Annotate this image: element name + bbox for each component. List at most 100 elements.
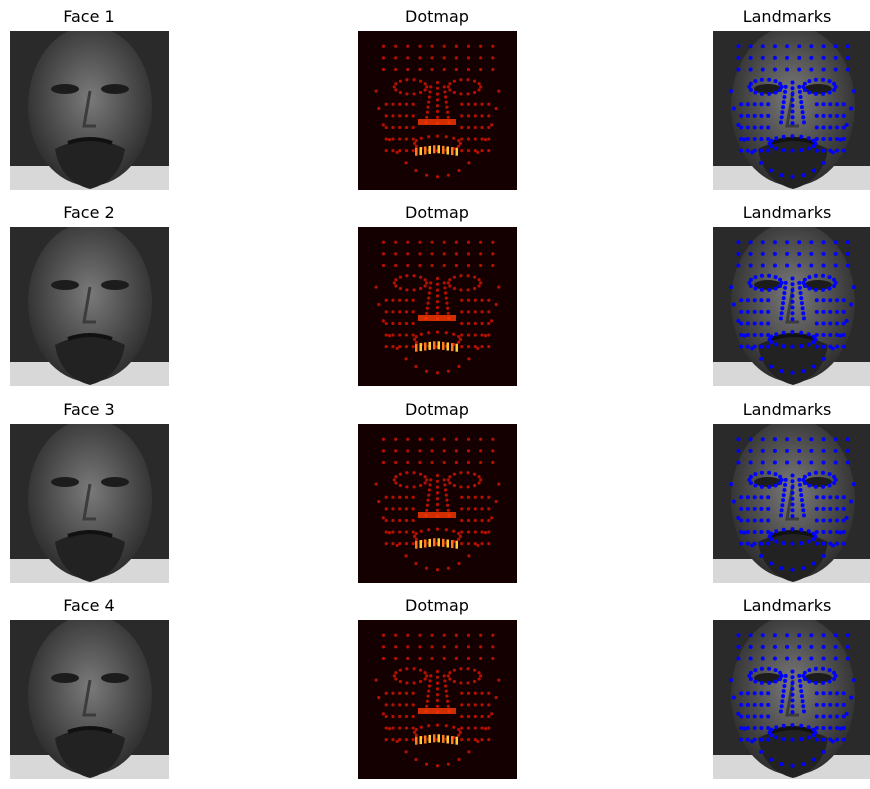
dotmap-dot: [460, 310, 464, 314]
dotmap-dot: [391, 345, 395, 349]
dotmap-dot: [405, 288, 409, 292]
landmark-dot: [745, 102, 750, 107]
dotmap-dot: [411, 518, 415, 523]
landmark-dot: [780, 699, 785, 704]
dotmap-dot: [412, 141, 417, 145]
dotmap-dot: [414, 139, 418, 143]
dotmap-dot: [490, 516, 494, 520]
landmark-dot: [790, 121, 795, 126]
dotmap-dot: [430, 56, 434, 60]
landmark-dot: [838, 726, 843, 731]
dotmap-dot: [425, 704, 429, 708]
landmark-dot: [759, 298, 764, 303]
dotmap-dot: [384, 542, 388, 546]
landmark-dot: [821, 541, 826, 546]
dotmap-dot: [394, 633, 398, 637]
dotmap-hot-spot: [455, 736, 458, 745]
dotmap-dot: [381, 645, 386, 649]
dotmap-dot: [497, 678, 501, 682]
landmark-dot: [841, 691, 846, 696]
landmark-dot: [759, 737, 764, 742]
landmark-dot: [835, 541, 840, 546]
dotmap-dot: [442, 460, 446, 465]
landmark-dot: [828, 309, 833, 314]
landmark-dot: [828, 321, 833, 326]
dotmap-dot: [487, 114, 491, 118]
dotmap-dot: [430, 252, 434, 256]
landmark-dot: [759, 356, 764, 361]
dotmap-hot-spot: [415, 147, 418, 156]
dotmap-dot: [479, 478, 483, 482]
landmark-dot: [752, 344, 757, 349]
dotmap-dot: [479, 85, 483, 89]
landmark-dot: [790, 282, 795, 287]
dotmap-dot: [491, 240, 495, 244]
dotmap-dot: [391, 298, 395, 302]
dotmap-dot: [477, 475, 481, 479]
dotmap-dot: [425, 478, 429, 482]
landmark-dot: [827, 90, 832, 95]
dotmap-hot-spot: [455, 540, 458, 549]
landmark-dot: [790, 508, 795, 513]
landmark-dot: [748, 251, 753, 256]
landmark-dot: [736, 448, 741, 453]
landmark-dot: [759, 77, 764, 82]
landmark-dot: [790, 148, 795, 153]
landmark-dot: [797, 644, 802, 649]
dotmap-dot: [419, 90, 423, 95]
landmark-dot: [814, 714, 819, 719]
dotmap-dot: [405, 92, 409, 96]
dotmap-dot: [491, 67, 495, 72]
dotmap-dot: [473, 530, 477, 534]
landmark-dot: [736, 437, 741, 442]
dotmap-dot: [435, 485, 440, 489]
landmark-dot: [739, 321, 744, 326]
landmark-dot: [752, 714, 757, 719]
landmark-dot: [736, 515, 741, 520]
dotmap-dot: [444, 100, 448, 104]
dotmap-dot: [446, 110, 450, 114]
dotmap-dot: [473, 333, 477, 337]
dotmap-dot: [466, 149, 471, 153]
dotmap-dot: [466, 102, 471, 106]
landmark-dot: [845, 460, 850, 465]
dotmap-dot: [476, 150, 480, 155]
dotmap-dot: [404, 495, 409, 499]
dotmap-dot: [454, 460, 458, 465]
face-image: [10, 424, 169, 583]
dotmap-dot: [480, 321, 484, 326]
landmark-dot: [774, 136, 779, 141]
landmark-dot: [779, 120, 784, 125]
landmark-dot: [841, 309, 846, 314]
landmark-dot: [766, 691, 771, 696]
dotmap-dot: [435, 723, 440, 727]
landmark-dot: [798, 684, 803, 688]
landmark-dot: [841, 344, 846, 349]
dotmap-dot: [473, 483, 477, 488]
landmark-dot: [797, 482, 802, 487]
landmark-dot: [841, 298, 846, 303]
landmark-dot: [841, 125, 846, 130]
dotmap-dot: [430, 656, 434, 661]
dotmap-hot-spot: [442, 734, 445, 743]
landmark-dot: [745, 321, 750, 326]
dotmap-dot: [466, 495, 471, 499]
landmark-dot: [806, 735, 811, 740]
dotmap-dot: [404, 750, 408, 754]
dotmap-dot: [480, 495, 484, 499]
landmark-dot: [841, 541, 846, 546]
landmark-dot: [838, 333, 843, 338]
dotmap-dot: [404, 298, 409, 302]
dotmap-dot: [412, 337, 417, 341]
landmark-dot: [759, 726, 764, 731]
dotmap-hot-spot: [428, 145, 431, 154]
dotmap-dot: [477, 671, 481, 675]
landmark-dot: [760, 67, 765, 72]
landmarks-panel: [713, 620, 870, 779]
dotmap-dot: [466, 703, 471, 707]
landmark-dot: [781, 689, 786, 694]
dotmap-dot: [480, 137, 484, 141]
landmark-dot: [767, 287, 772, 292]
dotmap-dot: [473, 286, 477, 291]
landmark-dot: [814, 726, 819, 731]
